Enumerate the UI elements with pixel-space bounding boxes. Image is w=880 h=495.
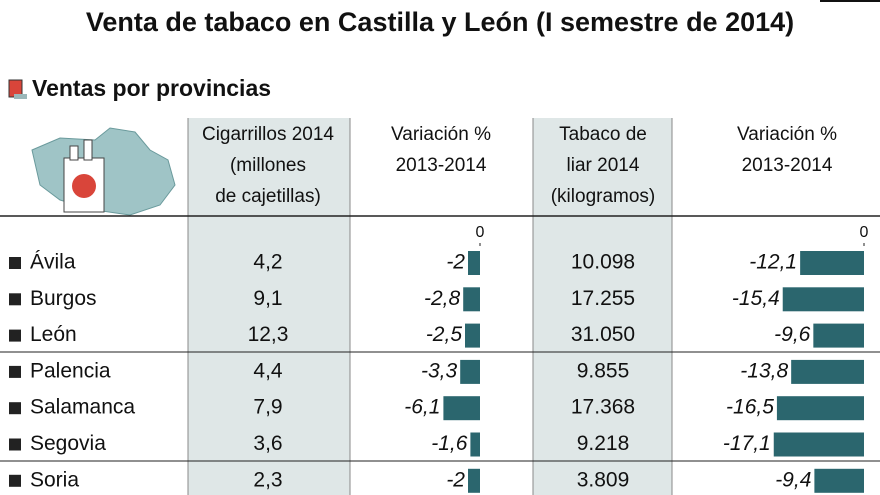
map-icon [31, 127, 176, 216]
province: León [30, 323, 77, 346]
cell: 17.255 [571, 287, 635, 310]
bar [468, 251, 480, 275]
cell: 4,2 [253, 251, 282, 274]
province: Palencia [30, 359, 111, 382]
column-shade [533, 118, 672, 495]
cell: 12,3 [248, 323, 289, 346]
bullet [9, 329, 21, 342]
value-label: -9,4 [775, 468, 811, 491]
bar [468, 468, 480, 493]
value-label: -6,1 [404, 396, 440, 419]
bar [460, 359, 480, 384]
cell: 31.050 [571, 323, 635, 346]
value-label: -1,6 [431, 432, 468, 455]
cell: 7,9 [253, 396, 282, 419]
title: Venta de tabaco en Castilla y León (I se… [86, 7, 794, 37]
bar [814, 468, 864, 493]
value-label: -12,1 [749, 251, 797, 274]
column-header: (kilogramos) [551, 186, 656, 207]
bar [776, 396, 864, 421]
bar [813, 323, 864, 348]
column-header: Variación % [391, 124, 491, 145]
cell: 10.098 [571, 251, 635, 274]
column-header: de cajetillas) [215, 186, 321, 207]
column-header: Tabaco de [559, 124, 647, 145]
province: Salamanca [30, 396, 135, 419]
cell: 9.855 [577, 359, 630, 382]
cell: 4,4 [253, 359, 283, 382]
value-label: -15,4 [732, 287, 780, 310]
value-label: -9,6 [774, 323, 811, 346]
tick-label: 0 [476, 224, 485, 241]
province: Burgos [30, 287, 97, 310]
cell: 9,1 [253, 287, 282, 310]
column-header: Variación % [737, 124, 837, 145]
cell: 3.809 [577, 468, 630, 491]
tick-label: 0 [860, 224, 869, 241]
section-title: Ventas por provincias [32, 75, 271, 101]
bar [791, 359, 864, 384]
province: Segovia [30, 432, 106, 455]
province: Ávila [30, 251, 76, 274]
bullet [9, 293, 21, 306]
value-label: -2,5 [426, 323, 463, 346]
bullet [9, 257, 21, 269]
cell: 3,6 [253, 432, 282, 455]
cell: 9.218 [577, 432, 630, 455]
value-label: -2,8 [424, 287, 461, 310]
value-label: -13,8 [740, 359, 788, 382]
bar [465, 323, 480, 348]
column-header: (millones [230, 155, 306, 176]
cell: 2,3 [253, 468, 282, 491]
value-label: -17,1 [723, 432, 771, 455]
bar [800, 251, 864, 275]
bullet [9, 402, 21, 415]
bar [443, 396, 480, 421]
cell: 17.368 [571, 396, 635, 419]
column-dividers [187, 118, 673, 495]
column-header: Cigarrillos 2014 [202, 124, 334, 145]
value-label: -3,3 [421, 359, 458, 382]
column-shade [188, 118, 350, 495]
bar [782, 287, 864, 312]
value-label: -16,5 [726, 396, 774, 419]
bullet [9, 474, 21, 487]
column-header: liar 2014 [567, 155, 640, 176]
bar [470, 432, 480, 457]
value-label: -2 [446, 468, 465, 491]
province: Soria [30, 468, 79, 491]
column-header: 2013-2014 [396, 155, 487, 176]
bullet [9, 438, 21, 451]
value-label: -2 [446, 251, 465, 274]
bar [463, 287, 480, 312]
column-header: 2013-2014 [742, 155, 833, 176]
bar [773, 432, 864, 457]
section-icon-shadow [14, 94, 27, 99]
bullet [9, 365, 21, 378]
